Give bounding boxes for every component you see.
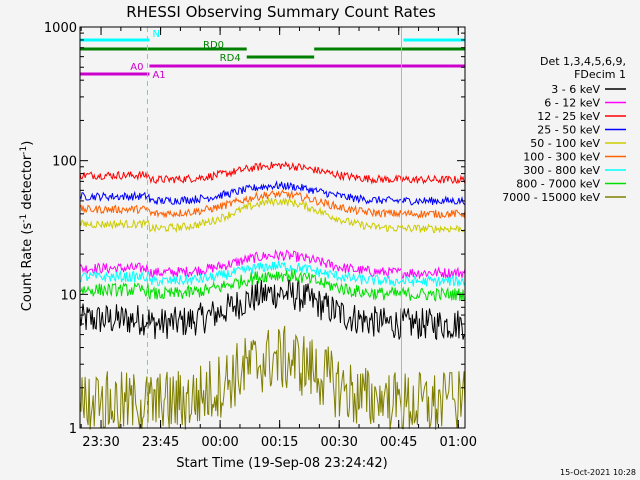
x-tick-label-6: 01:00 [440, 435, 477, 450]
series-lines [79, 160, 466, 430]
legend-header-0: Det 1,3,4,5,6,9, [540, 55, 626, 68]
flag-label-4: A1 [152, 70, 165, 81]
flag-label-1: RD0 [203, 40, 224, 51]
x-axis-label: Start Time (19-Sep-08 23:24:42) [176, 456, 387, 471]
series-line-1 [79, 248, 466, 280]
y-axis-label: Count Rate (s-1 detector-1) [19, 141, 35, 312]
x-tick-label-0: 23:30 [82, 435, 119, 450]
legend-label-2: 12 - 25 keV [537, 110, 600, 123]
y-tick-label-3: 1000 [44, 21, 77, 36]
x-tick-label-2: 00:00 [201, 435, 238, 450]
legend-label-1: 6 - 12 keV [544, 97, 600, 110]
legend-label-8: 7000 - 15000 keV [502, 191, 600, 204]
legend-header-1: FDecim 1 [574, 68, 626, 81]
legend-label-0: 3 - 6 keV [551, 83, 600, 96]
legend-label-5: 100 - 300 keV [523, 151, 600, 164]
x-tick-label-4: 00:30 [320, 435, 357, 450]
flag-label-0: N [152, 29, 159, 40]
footer-date: 15-Oct-2021 10:28 [560, 468, 636, 477]
legend-label-3: 25 - 50 keV [537, 124, 600, 137]
flag-label-2: RD4 [220, 53, 241, 64]
series-line-0 [79, 279, 466, 341]
x-tick-label-1: 23:45 [142, 435, 179, 450]
legend-label-6: 300 - 800 keV [523, 164, 600, 177]
legend-label-7: 800 - 7000 keV [516, 178, 600, 191]
y-tick-label-0: 1 [69, 422, 77, 437]
series-line-2 [79, 160, 466, 185]
series-line-8 [79, 325, 466, 430]
series-line-3 [79, 180, 466, 206]
series-line-4 [79, 196, 466, 234]
flag-label-3: A0 [130, 62, 143, 73]
series-line-6 [79, 260, 466, 287]
x-tick-label-3: 00:15 [261, 435, 298, 450]
series-line-5 [79, 189, 466, 220]
y-tick-label-1: 10 [60, 288, 77, 303]
chart-title: RHESSI Observing Summary Count Rates [126, 3, 436, 21]
legend-label-4: 50 - 100 keV [530, 137, 600, 150]
y-tick-label-2: 100 [52, 155, 77, 170]
series-line-7 [79, 269, 466, 302]
axes: 1 10 100 1000 23:30 23:45 00:00 00:15 00:30 00:45… [44, 21, 477, 450]
plot-frame [79, 26, 466, 429]
flag-bars: N RD0 RD4 A0 A1 [80, 29, 465, 81]
x-tick-label-5: 00:45 [380, 435, 417, 450]
